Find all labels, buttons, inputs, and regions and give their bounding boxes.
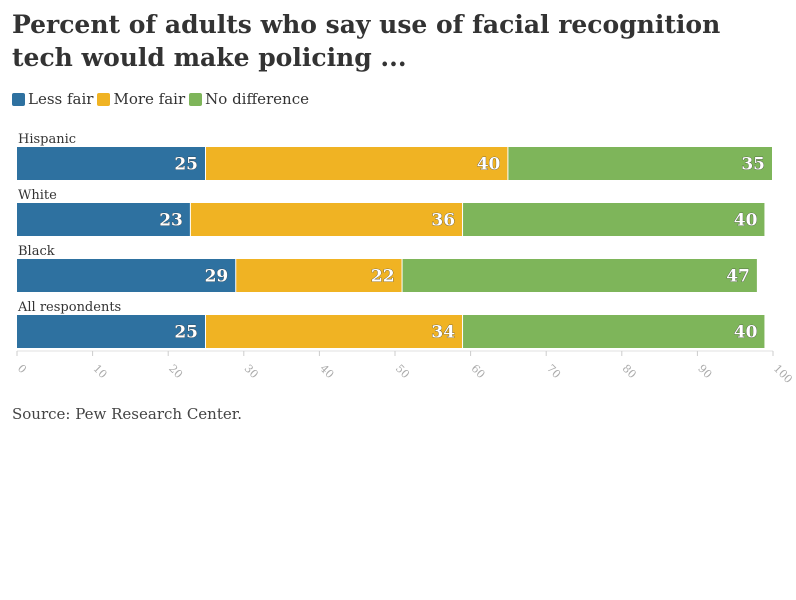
data-label-hispanic-more-fair: 40 — [477, 155, 501, 175]
data-label-all-respondents-more-fair: 34 — [431, 323, 455, 343]
data-label-white-no-difference: 40 — [734, 211, 758, 231]
data-label-white-more-fair: 36 — [431, 211, 455, 231]
chart-title: Percent of adults who say use of facial … — [12, 10, 721, 72]
category-label-hispanic: Hispanic — [18, 132, 76, 147]
stacked-bar-chart: Hispanic 25 40 35 White 23 36 40 Black 29 22 47 All … — [15, 132, 795, 386]
source-note: Source: Pew Research Center. — [12, 405, 243, 423]
x-tick-label-0: 0 — [15, 362, 29, 376]
legend: Less fair More fair No difference — [12, 88, 313, 110]
bar-all-respondents-more-fair — [206, 315, 463, 348]
category-label-white: White — [18, 188, 57, 203]
legend-swatch-less-fair — [12, 92, 25, 106]
bar-white-more-fair — [190, 203, 463, 236]
data-label-black-less-fair: 29 — [205, 267, 229, 287]
data-label-white-less-fair: 23 — [159, 211, 183, 231]
x-tick-label-90: 90 — [695, 362, 714, 381]
bar-white-no-difference — [463, 203, 765, 236]
data-label-hispanic-no-difference: 35 — [741, 155, 765, 175]
data-label-black-more-fair: 22 — [371, 267, 395, 287]
x-tick-label-70: 70 — [544, 362, 563, 381]
x-tick-label-20: 20 — [166, 362, 185, 381]
bar-black-more-fair — [236, 259, 402, 292]
bar-white-less-fair — [17, 203, 190, 236]
legend-label-more-fair: More fair — [113, 90, 186, 108]
data-label-hispanic-less-fair: 25 — [174, 155, 198, 175]
x-tick-label-80: 80 — [620, 362, 639, 381]
data-label-all-respondents-no-difference: 40 — [734, 323, 758, 343]
legend-label-no-difference: No difference — [205, 90, 309, 108]
legend-swatch-more-fair — [97, 92, 111, 106]
bar-hispanic-less-fair — [17, 147, 205, 180]
category-label-all-respondents: All respondents — [17, 300, 121, 315]
data-label-all-respondents-less-fair: 25 — [174, 323, 198, 343]
bar-all-respondents-less-fair — [17, 315, 205, 348]
x-tick-label-10: 10 — [90, 362, 109, 381]
category-label-black: Black — [18, 244, 55, 259]
x-tick-label-40: 40 — [317, 362, 336, 381]
data-label-black-no-difference: 47 — [726, 267, 750, 287]
x-tick-label-60: 60 — [468, 362, 487, 381]
legend-item-no-difference[interactable]: No difference — [189, 90, 309, 108]
x-tick-label-50: 50 — [393, 362, 412, 381]
bar-black-less-fair — [17, 259, 236, 292]
bar-all-respondents-no-difference — [463, 315, 765, 348]
x-tick-label-30: 30 — [242, 362, 261, 381]
legend-item-less-fair[interactable]: Less fair — [12, 90, 93, 108]
legend-item-more-fair[interactable]: More fair — [97, 90, 185, 108]
bar-hispanic-more-fair — [206, 147, 508, 180]
legend-label-less-fair: Less fair — [28, 90, 94, 108]
x-tick-label-100: 100 — [771, 362, 795, 386]
legend-swatch-no-difference — [189, 92, 203, 106]
bar-black-no-difference — [402, 259, 757, 292]
bar-hispanic-no-difference — [508, 147, 772, 180]
